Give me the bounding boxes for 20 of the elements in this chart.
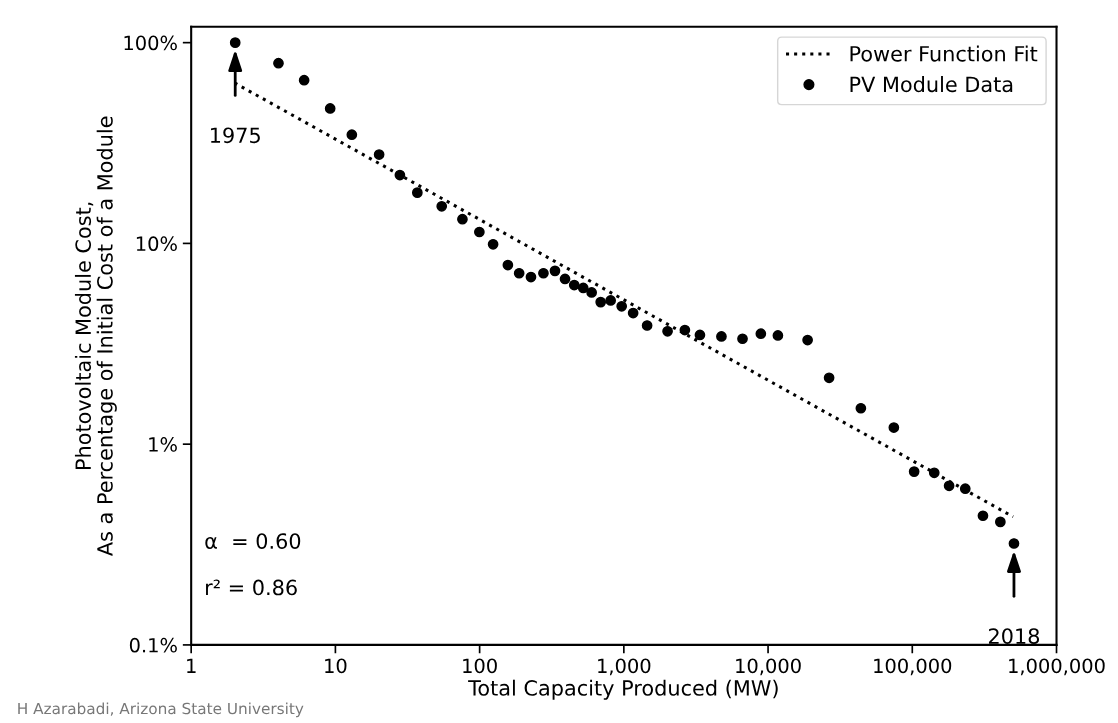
annotation: 2018 bbox=[988, 628, 1040, 644]
x-tick-label: 10,000 bbox=[736, 658, 801, 676]
x-axis-title: Total Capacity Produced (MW) bbox=[468, 679, 778, 700]
annotation: 1975 bbox=[210, 127, 260, 144]
text: H Azarabadi, Arizona State University bbox=[18, 702, 304, 718]
legend-label: PV Module Data bbox=[850, 76, 1013, 93]
y-axis-title: Photovoltaic Module Cost, As a Percentage of Initial Cost of a Module bbox=[74, 116, 117, 556]
x-tick-label: 1,000 bbox=[598, 658, 651, 676]
annotation: r² = 0.86 bbox=[206, 579, 297, 596]
y-tick-label: 100% bbox=[124, 35, 177, 51]
y-tick-label: 0.1% bbox=[129, 637, 177, 653]
annotation: α = 0.60 bbox=[205, 533, 301, 549]
legend-label: Power Function Fit bbox=[850, 45, 1038, 62]
x-tick-label: 100 bbox=[463, 658, 497, 674]
y-tick-label: 1% bbox=[149, 437, 177, 452]
y-tick-label: 10% bbox=[136, 236, 177, 252]
x-tick-label: 1 bbox=[187, 658, 196, 673]
x-tick-label: 100,000 bbox=[874, 658, 952, 676]
x-tick-label: 1,000,000 bbox=[1009, 658, 1105, 676]
x-tick-label: 10 bbox=[325, 658, 347, 674]
